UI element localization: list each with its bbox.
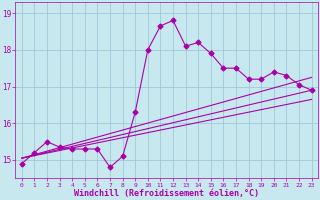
X-axis label: Windchill (Refroidissement éolien,°C): Windchill (Refroidissement éolien,°C): [74, 189, 259, 198]
